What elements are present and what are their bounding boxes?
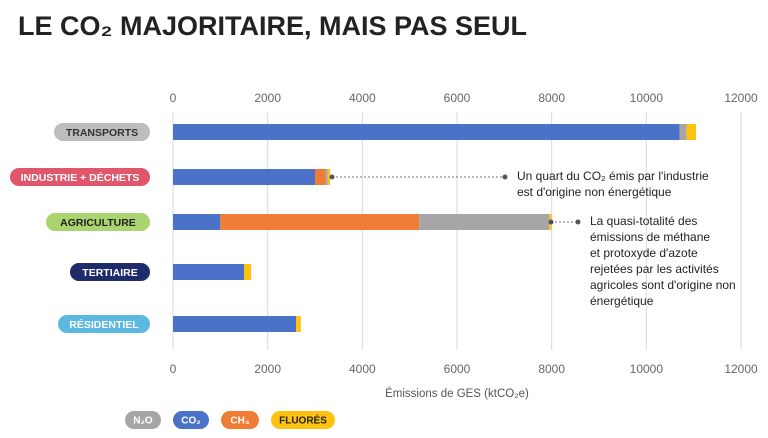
bar-segment	[327, 169, 331, 185]
bar-segment	[325, 169, 328, 185]
x-tick-label: 0	[170, 362, 177, 376]
legend-swatch	[125, 411, 161, 429]
annotation-text: La quasi-totalité des	[590, 214, 697, 228]
x-tick-label: 4000	[349, 91, 376, 105]
annotation-text: agricoles sont d'origine non	[590, 278, 736, 292]
y-tick-label: TRANSPORTS	[66, 127, 138, 139]
annotation-text: est d'origine non énergétique	[517, 185, 672, 199]
legend-swatch	[271, 411, 335, 429]
bar-segment	[315, 169, 326, 185]
x-tick-label: 6000	[444, 362, 471, 376]
bar-segment	[686, 124, 697, 140]
category-pill	[58, 315, 150, 333]
x-axis-label: Émissions de GES (ktCO₂e)	[385, 387, 529, 400]
x-tick-label: 6000	[444, 91, 471, 105]
leader-dot	[548, 219, 554, 225]
bar-segment	[220, 214, 420, 230]
x-tick-label: 4000	[349, 362, 376, 376]
x-tick-label: 10000	[630, 91, 664, 105]
x-tick-label: 10000	[630, 362, 664, 376]
bar-segment	[679, 124, 687, 140]
x-tick-label: 8000	[538, 362, 565, 376]
legend-label: FLUORÉS	[279, 414, 327, 427]
y-tick-label: TERTIAIRE	[82, 267, 137, 279]
leader-dot	[502, 174, 508, 180]
category-pill	[10, 168, 150, 186]
bar-segment	[296, 316, 301, 332]
legend-swatch	[221, 411, 259, 429]
x-tick-label: 8000	[538, 91, 565, 105]
bar-segment	[173, 264, 244, 280]
x-tick-label: 0	[170, 91, 177, 105]
bar-segment	[173, 214, 221, 230]
x-tick-label: 2000	[254, 362, 281, 376]
category-pill	[70, 263, 150, 281]
annotation-text: émissions de méthane	[590, 230, 710, 244]
category-pill	[46, 213, 150, 231]
leader-dot	[575, 219, 581, 225]
leader-dot	[329, 174, 335, 180]
y-tick-label: AGRICULTURE	[60, 217, 136, 229]
annotation-text: énergétique	[590, 294, 654, 308]
x-tick-label: 12000	[724, 91, 758, 105]
legend-label: CH₄	[230, 416, 249, 427]
bar-segment	[419, 214, 550, 230]
x-tick-label: 12000	[724, 362, 758, 376]
y-tick-label: RÉSIDENTIEL	[69, 318, 139, 331]
chart-title: LE CO₂ MAJORITAIRE, MAIS PAS SEUL	[18, 11, 527, 41]
bar-segment	[173, 169, 315, 185]
annotation-text: Un quart du CO₂ émis par l'industrie	[517, 169, 709, 183]
bar-segment	[173, 316, 297, 332]
bar-segment	[173, 124, 680, 140]
bar-segment	[244, 264, 252, 280]
y-tick-label: INDUSTRIE + DÉCHETS	[21, 171, 140, 184]
legend-label: CO₂	[181, 416, 200, 427]
legend-label: N₂O	[133, 416, 153, 427]
annotation-text: et protoxyde d'azote	[590, 246, 698, 260]
annotation-text: rejetées par les activités	[590, 262, 719, 276]
category-pill	[54, 123, 150, 141]
legend-swatch	[173, 411, 209, 429]
x-tick-label: 2000	[254, 91, 281, 105]
